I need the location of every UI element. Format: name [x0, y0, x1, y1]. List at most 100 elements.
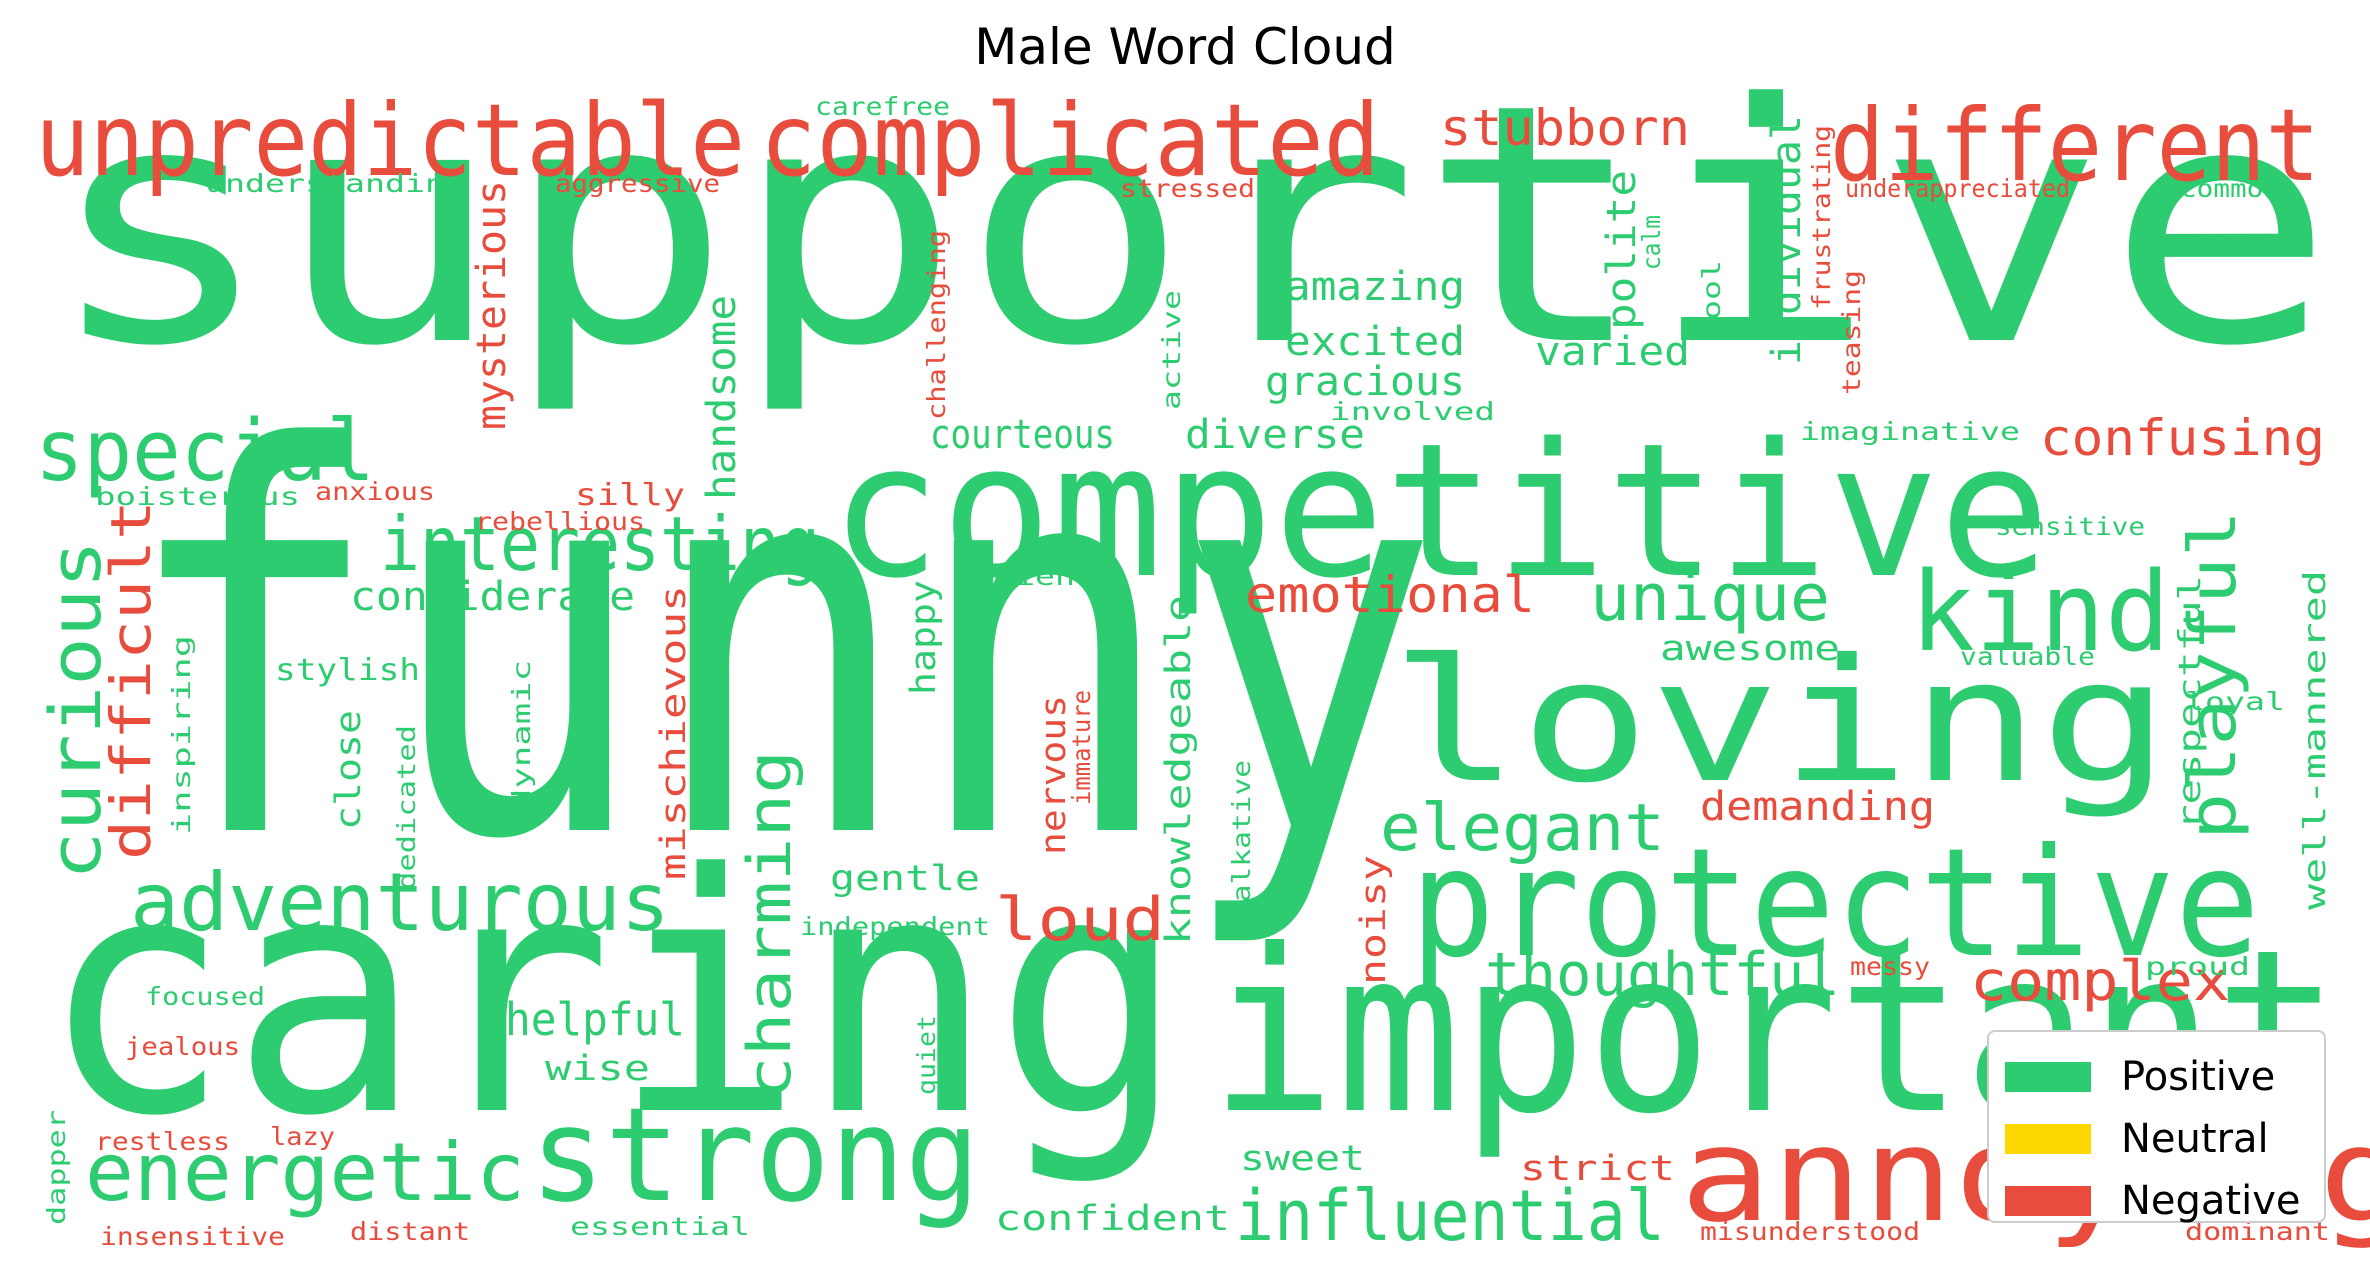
- word-understanding: understanding: [205, 169, 465, 198]
- word-cool: cool: [1697, 260, 1726, 340]
- word-unpredictable: unpredictable: [35, 82, 745, 199]
- word-stylish: stylish: [275, 653, 420, 688]
- word-sensitive: sensitive: [1995, 512, 2145, 541]
- word-stubborn: stubborn: [1440, 99, 1690, 157]
- word-protective: protective: [1410, 817, 2260, 991]
- chart-title: Male Word Cloud: [974, 18, 1396, 76]
- word-special: special: [35, 402, 375, 501]
- legend-swatch-negative: [2005, 1186, 2091, 1216]
- word-close: close: [329, 710, 369, 830]
- word-independent: independent: [800, 912, 990, 941]
- word-elegant: elegant: [1380, 791, 1665, 866]
- word-complex: complex: [1970, 949, 2230, 1013]
- word-strict: strict: [1520, 1149, 1675, 1189]
- word-complicated: complicated: [760, 82, 1380, 199]
- word-inspiring: inspiring: [167, 635, 196, 835]
- word-individual: individual: [1764, 115, 1810, 365]
- word-frustrating: frustrating: [1807, 125, 1836, 310]
- legend-item-negative: Negative: [2005, 1170, 2308, 1232]
- word-focused: focused: [145, 982, 265, 1011]
- word-rebellious: rebellious: [475, 507, 645, 536]
- word-carefree: carefree: [815, 92, 950, 121]
- word-misunderstood: misunderstood: [1700, 1217, 1920, 1246]
- word-silly: silly: [575, 478, 685, 513]
- word-proud: proud: [2145, 952, 2250, 981]
- legend: Positive Neutral Negative: [1987, 1030, 2326, 1224]
- word-involved: involved: [1330, 397, 1495, 426]
- word-restless: restless: [95, 1127, 230, 1156]
- word-polite: polite: [1599, 170, 1645, 330]
- word-well-mannered: well-mannered: [2298, 570, 2333, 910]
- word-courteous: courteous: [930, 412, 1115, 458]
- word-active: active: [1157, 290, 1186, 410]
- word-anxious: anxious: [315, 477, 435, 506]
- word-messy: messy: [1850, 952, 1930, 981]
- word-talkative: talkative: [1227, 760, 1256, 920]
- word-playful: playful: [2176, 510, 2251, 840]
- word-wise: wise: [545, 1049, 650, 1089]
- word-awesome: awesome: [1660, 629, 1840, 669]
- word-adventurous: adventurous: [130, 856, 670, 949]
- word-mysterious: mysterious: [469, 180, 515, 430]
- word-distant: distant: [350, 1217, 470, 1246]
- word-handsome: handsome: [699, 295, 745, 500]
- word-dynamic: dynamic: [507, 660, 536, 810]
- word-dedicated: dedicated: [392, 725, 421, 890]
- word-emotional: emotional: [1245, 566, 1535, 624]
- word-gracious: gracious: [1265, 359, 1465, 405]
- word-diverse: diverse: [1185, 412, 1365, 458]
- word-stressed: stressed: [1120, 174, 1255, 203]
- word-unique: unique: [1590, 561, 1830, 636]
- word-loyal: loyal: [2185, 687, 2285, 716]
- word-funny: funny: [120, 338, 1440, 955]
- word-strong: strong: [530, 1079, 980, 1231]
- word-common: common: [2180, 174, 2280, 203]
- legend-swatch-positive: [2005, 1062, 2091, 1092]
- legend-label-neutral: Neutral: [2121, 1116, 2269, 1162]
- legend-label-positive: Positive: [2121, 1054, 2276, 1100]
- word-energetic: energetic: [85, 1126, 525, 1219]
- word-jealous: jealous: [125, 1032, 240, 1061]
- word-patient: patient: [955, 562, 1095, 591]
- word-kind: kind: [1910, 548, 2170, 676]
- word-helpful: helpful: [505, 993, 685, 1046]
- legend-swatch-neutral: [2005, 1124, 2091, 1154]
- word-confusing: confusing: [2040, 409, 2325, 467]
- word-underappreciated: underappreciated: [1845, 174, 2070, 203]
- legend-item-neutral: Neutral: [2005, 1108, 2308, 1170]
- word-excited: excited: [1285, 319, 1465, 365]
- word-charming: charming: [735, 750, 805, 1100]
- word-loving: loving: [1390, 623, 2170, 821]
- word-teasing: teasing: [1837, 270, 1866, 395]
- word-interesting: interesting: [380, 500, 820, 588]
- word-knowledgeable: knowledgeable: [1159, 595, 1199, 945]
- word-quiet: quiet: [912, 1015, 941, 1095]
- word-loud: loud: [995, 885, 1165, 955]
- word-thoughtful: thoughtful: [1485, 940, 1840, 1010]
- word-noisy: noisy: [1354, 855, 1394, 985]
- word-competitive: competitive: [830, 403, 2050, 619]
- word-supportive: supportive: [45, 34, 2335, 418]
- word-respectful: respectful: [2173, 575, 2208, 830]
- word-lazy: lazy: [270, 1122, 335, 1151]
- word-mischievous: mischievous: [654, 585, 694, 880]
- word-nervous: nervous: [1034, 695, 1074, 855]
- word-dapper: dapper: [42, 1110, 71, 1225]
- word-difficult: difficult: [99, 500, 163, 860]
- word-considerate: considerate: [350, 574, 635, 620]
- word-valuable: valuable: [1960, 642, 2095, 671]
- word-influential: influential: [1235, 1175, 1665, 1257]
- word-imaginative: imaginative: [1800, 417, 2020, 446]
- word-different: different: [1830, 87, 2320, 204]
- legend-item-positive: Positive: [2005, 1046, 2308, 1108]
- word-demanding: demanding: [1700, 784, 1935, 830]
- word-aggressive: aggressive: [555, 169, 720, 198]
- legend-label-negative: Negative: [2121, 1178, 2301, 1224]
- word-insensitive: insensitive: [100, 1222, 285, 1251]
- word-amazing: amazing: [1285, 264, 1465, 310]
- word-confident: confident: [995, 1199, 1230, 1239]
- word-gentle: gentle: [830, 859, 980, 899]
- word-calm: calm: [1637, 215, 1666, 270]
- word-challenging: challenging: [922, 230, 951, 420]
